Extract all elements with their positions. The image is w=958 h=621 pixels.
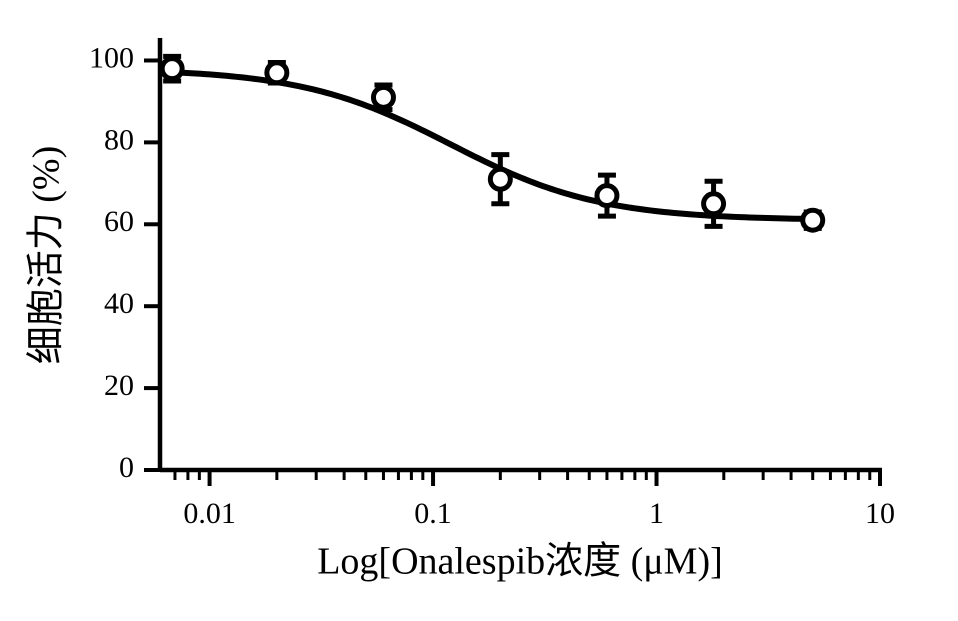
- y-tick-label: 20: [104, 369, 134, 402]
- data-point: [373, 87, 393, 107]
- y-axis-title: 细胞活力 (%): [26, 146, 68, 364]
- data-point: [704, 194, 724, 214]
- data-point: [162, 59, 182, 79]
- x-tick-label: 0.1: [414, 497, 452, 530]
- x-axis-title: Log[Onalespib浓度 (μM)]: [317, 541, 723, 583]
- x-tick-label: 1: [649, 497, 664, 530]
- data-point: [490, 169, 510, 189]
- data-point: [267, 63, 287, 83]
- y-tick-label: 40: [104, 287, 134, 320]
- data-point: [803, 210, 823, 230]
- dose-response-chart: 0 20 40 60 80 100 细胞活力 (%) 0.01 0.1 1 10 Log[Onales…: [0, 0, 958, 621]
- x-tick-label: 0.01: [183, 497, 236, 530]
- y-tick-label: 80: [104, 123, 134, 156]
- y-tick-label: 0: [119, 451, 134, 484]
- data-point: [597, 186, 617, 206]
- chart-background: [0, 0, 958, 621]
- y-tick-label: 100: [89, 41, 134, 74]
- y-tick-label: 60: [104, 205, 134, 238]
- x-tick-label: 10: [865, 497, 895, 530]
